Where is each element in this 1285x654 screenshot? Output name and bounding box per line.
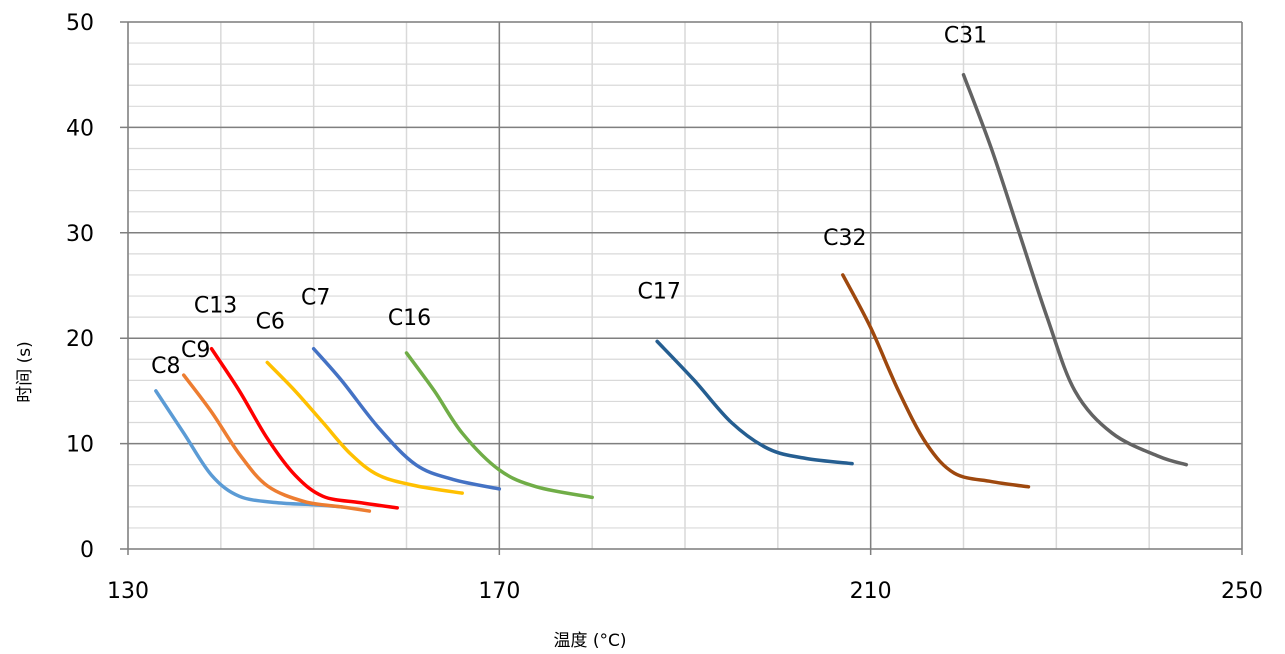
series-label-c9: C9 bbox=[181, 338, 210, 363]
series-line-c9 bbox=[181, 373, 372, 513]
x-tick-label: 210 bbox=[850, 579, 892, 604]
y-tick-label: 30 bbox=[66, 222, 94, 247]
grid-minor bbox=[127, 21, 1243, 550]
series-line-c32 bbox=[841, 273, 1031, 489]
series-label-c6: C6 bbox=[256, 309, 285, 334]
y-tick-label: 0 bbox=[80, 538, 94, 563]
series-label-c8: C8 bbox=[151, 354, 180, 379]
series-line-c16 bbox=[404, 351, 594, 500]
x-axis-title: 温度 (°C) bbox=[553, 631, 626, 651]
y-tick-label: 50 bbox=[66, 11, 94, 36]
tick-labels: 130 170 210 250 0 10 20 30 40 50 bbox=[66, 11, 1263, 604]
y-axis-title: 时间 (s) bbox=[15, 341, 35, 403]
series-line-c13 bbox=[209, 346, 399, 510]
series-label-c7: C7 bbox=[301, 286, 330, 311]
series-label-c32: C32 bbox=[823, 226, 866, 251]
series-line-c17 bbox=[655, 339, 854, 466]
y-tick-label: 20 bbox=[66, 327, 94, 352]
x-tick-label: 170 bbox=[478, 579, 520, 604]
series-group bbox=[154, 72, 1189, 513]
series-line-c31 bbox=[961, 72, 1189, 467]
series-line-c7 bbox=[311, 346, 502, 491]
grid-major bbox=[120, 21, 1243, 555]
x-tick-label: 130 bbox=[107, 579, 149, 604]
series-label-c16: C16 bbox=[388, 306, 431, 331]
series-label-c13: C13 bbox=[194, 294, 237, 319]
series-label-c31: C31 bbox=[944, 24, 987, 49]
series-label-c17: C17 bbox=[637, 279, 680, 304]
x-tick-label: 250 bbox=[1221, 579, 1263, 604]
y-tick-label: 40 bbox=[66, 116, 94, 141]
y-tick-label: 10 bbox=[66, 433, 94, 458]
series-line-c6 bbox=[265, 360, 464, 495]
